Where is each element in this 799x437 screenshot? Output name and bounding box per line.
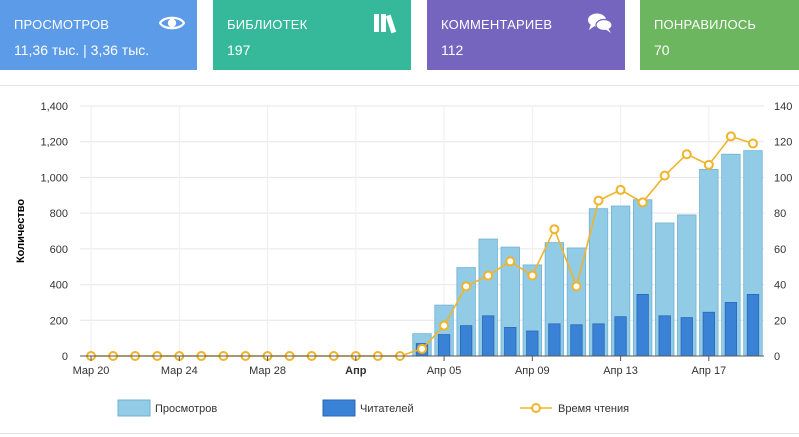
line-point [571,281,582,292]
line-reading-time [91,135,754,357]
section-divider [0,85,799,86]
y2-tick-label: 80 [774,208,786,220]
bar-readers [482,315,495,357]
x-tick-label: Апр [345,365,367,377]
bar-readers [702,311,715,357]
bar-readers [636,293,649,357]
y2-tick-label: 100 [774,172,792,184]
bar-readers [570,324,583,357]
line-point [615,184,626,195]
x-tick-label: Мар 28 [249,365,286,377]
bar-readers [724,302,738,357]
bar-readers [459,325,473,357]
bar-readers [592,323,605,357]
comments-card[interactable]: КОММЕНТАРИЕВ 112 [427,0,625,70]
line-point [747,138,758,149]
y2-tick-label: 20 [774,315,786,327]
y-tick-label: 1,200 [40,137,68,149]
line-point [725,131,736,142]
legend: Просмотров Читателей Время чтения [117,399,629,417]
x-tick-label: Апр 17 [691,365,726,377]
legend-item-views: Просмотров [117,399,217,417]
y-tick-label: 0 [62,351,68,363]
section-divider [0,433,799,434]
y2-tick-label: 40 [774,280,786,292]
legend-label: Просмотров [155,403,217,415]
legend-swatch-marker [531,403,541,413]
card-value: 197 [227,42,251,58]
bar-readers [504,327,517,357]
y-tick-label: 400 [50,280,68,292]
legend-item-readers: Читателей [322,399,414,417]
bar-readers [680,317,693,357]
card-title: ПРОСМОТРОВ [14,17,110,32]
legend-swatch [322,399,356,417]
bar-readers [437,334,451,357]
y2-tick-label: 60 [774,244,786,256]
x-tick-label: Апр 09 [515,365,550,377]
line-point [703,159,714,170]
y-tick-label: 1,400 [40,101,68,113]
books-icon [374,14,397,34]
x-tick-label: Апр 05 [427,365,462,377]
chat-bubbles-icon [588,13,613,33]
bar-readers [658,315,671,357]
card-value: 112 [441,42,464,58]
card-value: 11,36 тыс. | 3,36 тыс. [14,42,150,58]
card-value: 70 [654,42,670,58]
line-point [483,270,494,281]
bar-readers [614,316,627,357]
y2-tick-label: 0 [774,351,780,363]
y-tick-label: 1,000 [40,172,68,184]
bar-readers [526,330,539,357]
legend-item-reading-time: Время чтения [520,403,629,415]
legend-swatch [117,399,151,417]
card-title: БИБЛИОТЕК [227,17,308,32]
bar-readers [548,323,561,357]
line-point [461,281,472,292]
y-tick-label: 200 [50,315,68,327]
legend-label: Читателей [360,403,414,415]
legend-label: Время чтения [558,403,629,415]
stat-cards: ПРОСМОТРОВ 11,36 тыс. | 3,36 тыс. БИБЛИО… [0,0,799,70]
line-point [593,195,604,206]
line-point [505,256,516,267]
x-tick-label: Мар 24 [161,365,198,377]
y-tick-label: 800 [50,208,68,220]
bar-readers [746,293,760,357]
x-tick-label: Мар 20 [73,365,110,377]
line-point [527,270,538,281]
line-point [439,320,450,331]
y-tick-label: 600 [50,244,68,256]
eye-icon [159,16,185,30]
card-title: КОММЕНТАРИЕВ [441,17,553,32]
x-tick-label: Апр 13 [603,365,638,377]
line-point [417,343,427,354]
y2-tick-label: 140 [774,101,792,113]
libraries-card[interactable]: БИБЛИОТЕК 197 [213,0,411,70]
line-point [659,170,670,181]
likes-card[interactable]: ПОНРАВИЛОСЬ 70 [640,0,799,70]
card-title: ПОНРАВИЛОСЬ [654,17,757,32]
line-point [637,197,648,208]
axes: 0 200 400 600 800 1,000 1,200 1,400 0 20 40 60 80 100… [40,101,792,377]
y2-tick-label: 120 [774,137,792,149]
bars [412,150,763,357]
line-point [681,149,692,160]
line-point [549,224,560,235]
y-axis-label: Количество [15,199,27,263]
views-card[interactable]: ПРОСМОТРОВ 11,36 тыс. | 3,36 тыс. [0,0,197,70]
